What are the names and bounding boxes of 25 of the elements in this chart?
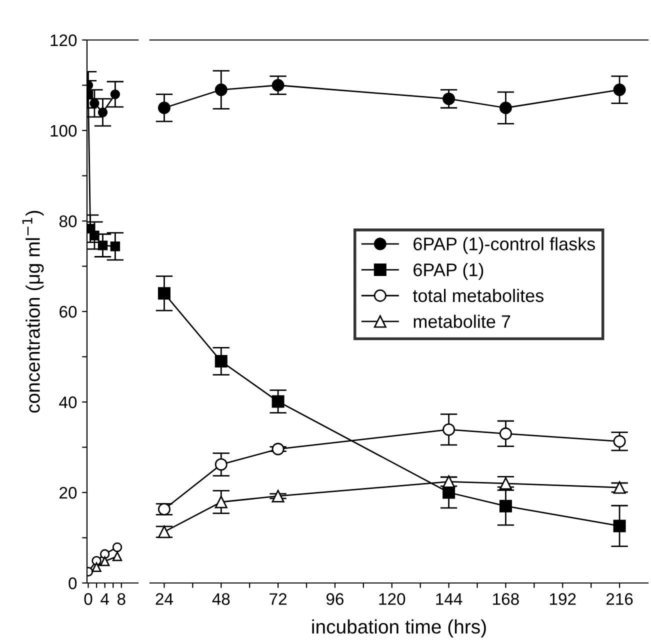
y-tick-label: 60: [60, 306, 77, 318]
x-tick-label: 96: [326, 593, 344, 605]
x-tick-label: 48: [212, 593, 230, 605]
x-tick-label: 72: [270, 593, 286, 605]
legend-label: total metabolites: [412, 288, 544, 302]
y-tick-label: 100: [50, 124, 77, 137]
x-tick-label: 168: [493, 593, 519, 605]
x-tick-label: 144: [436, 593, 462, 605]
y-axis-title: concentration (μg ml$^{−1}$): [22, 210, 44, 413]
y-tick-label: 120: [50, 34, 77, 46]
legend-label: 6PAP (1): [414, 263, 484, 280]
legend-label: 6PAP (1)-control flasks: [414, 237, 595, 254]
x-tick-label: 216: [606, 593, 633, 605]
x-tick-label: 120: [379, 593, 406, 605]
x-tick-label: 24: [156, 593, 174, 605]
y-tick-label: 20: [60, 486, 77, 499]
x-tick-label: 4: [100, 593, 109, 605]
y-tick-label: 80: [59, 215, 77, 228]
legend-label: metabolite 7: [414, 314, 510, 328]
x-tick-label: 8: [118, 593, 126, 605]
x-tick-label: 192: [550, 593, 576, 605]
y-tick-label: 40: [59, 396, 77, 408]
x-tick-label: 0: [84, 593, 92, 605]
x-axis-title: incubation time (hrs): [312, 619, 486, 638]
y-tick-label: 0: [68, 577, 77, 590]
